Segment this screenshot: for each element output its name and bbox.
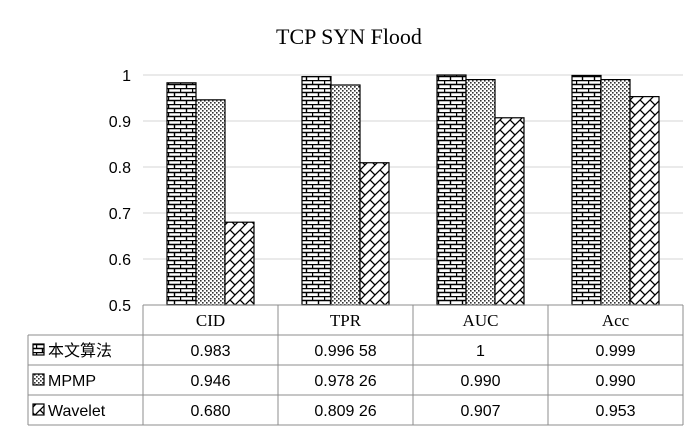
legend-series-name: MPMP: [48, 373, 96, 390]
data-label: 0.990: [460, 373, 500, 390]
data-label: 0.996 58: [314, 343, 376, 360]
bar-zigzag: [494, 117, 525, 306]
chart-title: TCP SYN Flood: [276, 24, 422, 49]
data-label: 0.978 26: [314, 373, 376, 390]
bar-brick: [301, 75, 332, 306]
data-label: 0.809 26: [314, 403, 376, 420]
legend-series-name: Wavelet: [48, 403, 106, 420]
data-label: 0.983: [190, 343, 230, 360]
data-label: 0.990: [595, 373, 635, 390]
data-label: 1: [476, 343, 485, 360]
bar-dots: [195, 99, 226, 306]
data-label: 0.953: [595, 403, 635, 420]
legend-key-zigzag: [32, 403, 45, 416]
bar-zigzag: [629, 96, 660, 306]
y-axis: 0.5 0.6 0.7 0.8 0.9 1: [109, 68, 131, 315]
category-label: TPR: [330, 311, 362, 330]
category-label: Acc: [602, 311, 630, 330]
bar-brick: [571, 74, 602, 306]
bar-zigzag: [359, 162, 390, 306]
bar-brick: [436, 74, 467, 306]
y-tick-label: 0.6: [109, 252, 131, 269]
legend-key-brick: [32, 343, 45, 356]
data-table: CID TPR AUC Acc 本文算法 0.983 0.996 58 1 0.999 MPMP 0…: [27, 304, 684, 426]
category-label: CID: [196, 311, 225, 330]
y-tick-label: 0.9: [109, 114, 131, 131]
data-label: 0.999: [595, 343, 635, 360]
y-tick-label: 0.5: [109, 298, 131, 315]
bar-brick: [166, 82, 197, 306]
bar-dots: [330, 84, 361, 306]
legend-key-dots: [32, 373, 45, 386]
bar-dots: [465, 78, 496, 306]
data-label: 0.907: [460, 403, 500, 420]
data-label: 0.680: [190, 403, 230, 420]
legend-series-name: 本文算法: [48, 341, 112, 360]
y-tick-label: 0.7: [109, 206, 131, 223]
category-label: AUC: [463, 311, 499, 330]
bar-dots: [600, 78, 631, 306]
y-tick-label: 0.8: [109, 160, 131, 177]
y-tick-label: 1: [122, 68, 131, 85]
data-label: 0.946: [190, 373, 230, 390]
bar-zigzag: [224, 221, 255, 306]
bars: [166, 74, 660, 306]
